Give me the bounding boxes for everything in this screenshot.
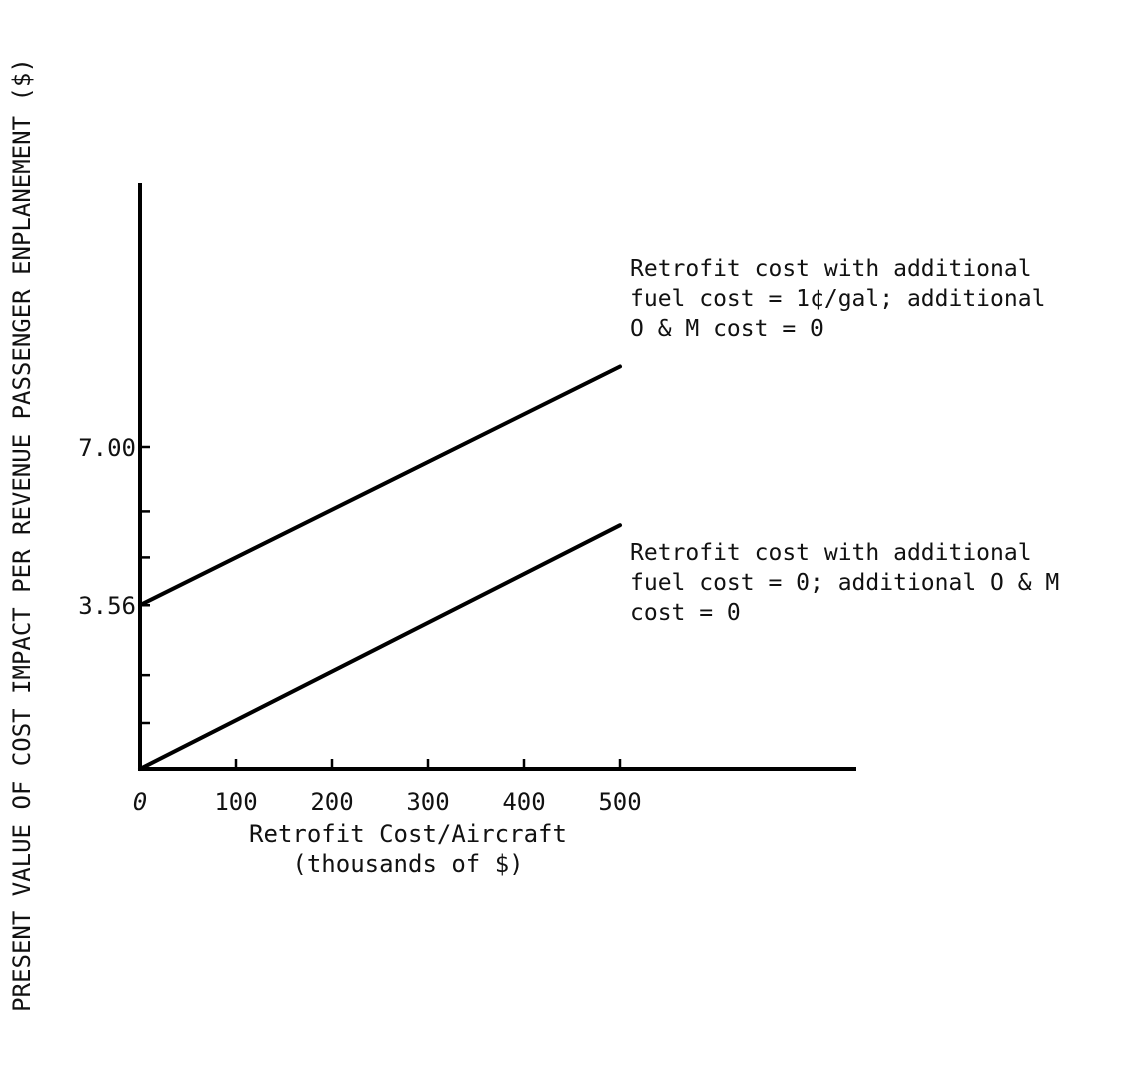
- x-tick-label: 400: [502, 788, 545, 816]
- origin-label: 0: [133, 788, 147, 816]
- series-line-2: [138, 523, 622, 771]
- x-axis-unit-label: (thousands of $): [292, 850, 523, 878]
- series-line-1: [138, 364, 622, 608]
- series-2-annotation-line: cost = 0: [630, 600, 741, 626]
- series-2-annotation-line: Retrofit cost with additional: [630, 540, 1032, 566]
- axes: [138, 183, 856, 771]
- y-axis-label: PRESENT VALUE OF COST IMPACT PER REVENUE…: [8, 58, 36, 1012]
- x-tick-label: 500: [598, 788, 641, 816]
- series-1-annotation-line: Retrofit cost with additional: [630, 256, 1032, 282]
- x-tick-label: 300: [406, 788, 449, 816]
- series-2-annotation-line: fuel cost = 0; additional O & M: [630, 570, 1059, 596]
- series-1-annotation-line: O & M cost = 0: [630, 316, 824, 342]
- y-tick-label: 7.00: [78, 434, 136, 462]
- y-tick-label: 3.56: [78, 592, 136, 620]
- y-axis-label-group: PRESENT VALUE OF COST IMPACT PER REVENUE…: [8, 58, 36, 1012]
- x-tick-label: 200: [310, 788, 353, 816]
- x-axis-label: Retrofit Cost/Aircraft: [249, 820, 567, 848]
- series-1-annotation-line: fuel cost = 1¢/gal; additional: [630, 286, 1045, 312]
- x-tick-label: 100: [214, 788, 257, 816]
